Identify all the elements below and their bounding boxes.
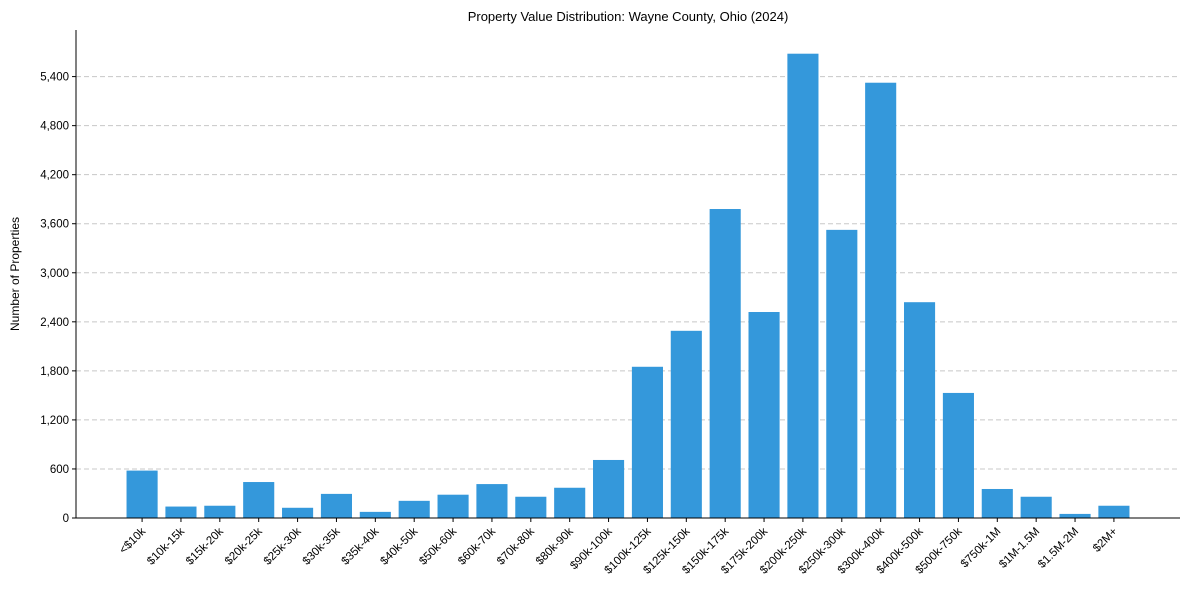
x-tick-label: $15k-20k <box>184 525 226 567</box>
y-tick-label: 2,400 <box>40 317 69 329</box>
x-tick-label: $1M-1.5M <box>997 526 1042 571</box>
bar <box>593 459 625 518</box>
x-tick-label: <$10k <box>117 525 148 556</box>
y-tick-label: 4,800 <box>40 121 69 133</box>
y-axis-label: Number of Properties <box>8 217 22 331</box>
y-tick-label: 1,200 <box>40 415 69 427</box>
bar <box>320 493 352 518</box>
bar <box>709 209 741 518</box>
bar <box>165 506 197 518</box>
bar <box>981 488 1013 518</box>
x-tick-label: $2M+ <box>1091 525 1120 554</box>
bar <box>204 505 236 518</box>
y-tick-label: 5,400 <box>40 72 69 84</box>
x-tick-label: $10k-15k <box>145 525 187 567</box>
bar <box>748 312 780 518</box>
x-tick-label: $1.5M-2M <box>1036 526 1081 571</box>
chart-title: Property Value Distribution: Wayne Count… <box>468 9 789 24</box>
x-tick-label: $750k-1M <box>959 526 1004 571</box>
bar <box>865 82 897 518</box>
bar <box>359 511 391 518</box>
bar <box>398 500 430 518</box>
bar <box>437 494 469 518</box>
bar <box>1020 496 1052 518</box>
bar <box>904 302 936 518</box>
x-tick-label: $25k-30k <box>262 525 304 567</box>
bar <box>515 496 547 518</box>
x-tick-label: $35k-40k <box>340 525 382 567</box>
x-tick-label: $20k-25k <box>223 525 265 567</box>
y-tick-label: 0 <box>63 513 69 525</box>
bar <box>631 366 663 518</box>
bar <box>243 482 275 518</box>
bar <box>554 487 586 518</box>
x-tick-label: $60k-70k <box>456 525 498 567</box>
bar <box>1098 505 1130 518</box>
x-tick-label: $30k-35k <box>301 525 343 567</box>
x-tick-label: $50k-60k <box>417 525 459 567</box>
bar <box>1059 513 1091 518</box>
y-tick-label: 4,200 <box>40 170 69 182</box>
bar <box>787 53 819 518</box>
y-tick-label: 3,600 <box>40 219 69 231</box>
bar <box>942 392 974 518</box>
y-tick-label: 3,000 <box>40 268 69 280</box>
bar <box>826 229 858 518</box>
x-tick-label: $70k-80k <box>495 525 537 567</box>
x-tick-label: $40k-50k <box>378 525 420 567</box>
bar <box>126 470 158 518</box>
bar <box>282 507 314 518</box>
y-tick-label: 600 <box>50 464 69 476</box>
bar <box>476 484 508 518</box>
y-tick-label: 1,800 <box>40 366 69 378</box>
bar <box>670 330 702 518</box>
